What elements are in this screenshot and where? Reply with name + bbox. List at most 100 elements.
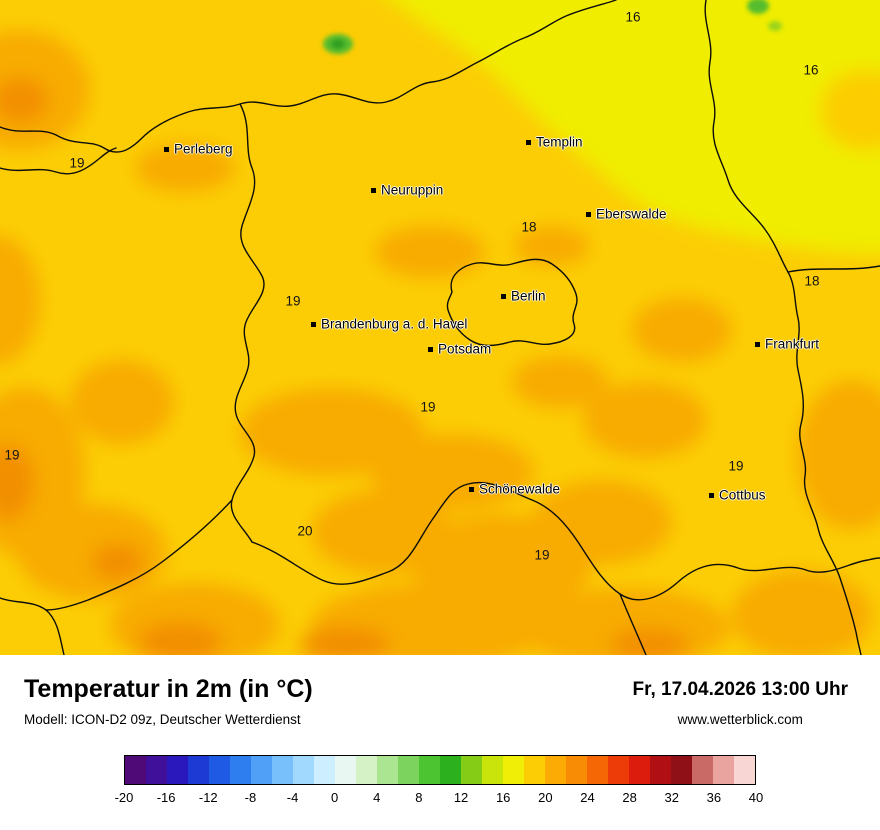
temp-value-label: 18 xyxy=(804,273,820,289)
city-dot xyxy=(708,492,714,498)
colorbar-segment xyxy=(146,756,167,784)
berlin-border-path xyxy=(446,258,578,347)
city-label: Schönewalde xyxy=(479,481,561,497)
south-border-path xyxy=(251,481,880,601)
colorbar-segment xyxy=(713,756,734,784)
colorbar-tick-label: 20 xyxy=(538,790,553,805)
colorbar-tick-label: -4 xyxy=(286,790,299,805)
info-right: Fr, 17.04.2026 13:00 Uhr www.wetterblick… xyxy=(633,675,848,727)
temp-value-label: 16 xyxy=(625,9,641,25)
temp-value-label: 19 xyxy=(69,155,85,171)
colorbar-tick-label: 16 xyxy=(495,790,511,805)
city-label: Templin xyxy=(536,134,583,150)
model-info: Modell: ICON-D2 09z, Deutscher Wetterdie… xyxy=(24,711,301,727)
city-label: Brandenburg a. d. Havel xyxy=(321,316,468,332)
colorbar-segment xyxy=(692,756,713,784)
temp-value-label: 19 xyxy=(534,547,550,563)
colorbar-segment xyxy=(587,756,608,784)
temp-value-label: 19 xyxy=(420,399,436,415)
colorbar-segment xyxy=(377,756,398,784)
colorbar-segment xyxy=(167,756,188,784)
colorbar-segment xyxy=(251,756,272,784)
colorbar-segment xyxy=(335,756,356,784)
city-label: Eberswalde xyxy=(596,206,667,222)
temp-value-label: 18 xyxy=(521,219,537,235)
city-label: Potsdam xyxy=(438,341,492,357)
west-wedge-path xyxy=(0,147,117,175)
temp-value-label: 19 xyxy=(728,458,744,474)
east-border-path xyxy=(704,0,862,655)
colorbar-segment xyxy=(482,756,503,784)
southwest-diagonal-path xyxy=(45,499,233,611)
city-dot xyxy=(754,341,760,347)
temp-value-label: 20 xyxy=(297,523,313,539)
colorbar-segment xyxy=(272,756,293,784)
border-lines xyxy=(0,0,880,655)
colorbar-tick-label: -12 xyxy=(198,790,218,805)
colorbar-segment xyxy=(734,756,755,784)
city-dot xyxy=(427,346,433,352)
colorbar-segment xyxy=(461,756,482,784)
colorbar-tick-label: -16 xyxy=(156,790,176,805)
website-url: www.wetterblick.com xyxy=(677,712,803,727)
map-title: Temperatur in 2m (in °C) xyxy=(24,675,313,703)
city-dot xyxy=(500,293,506,299)
map-overlay: Perleberg Templin Neuruppin Eberswalde Berli… xyxy=(4,9,820,563)
colorbar-tick-label: 0 xyxy=(331,790,339,805)
colorbar-segment xyxy=(524,756,545,784)
colorbar-segment xyxy=(230,756,251,784)
city-dot xyxy=(468,486,474,492)
colorbar-ticks: -20 -16 -12 -8 -4 0 4 8 12 16 20 24 28 32 36 40 xyxy=(115,790,764,810)
colorbar-strip xyxy=(124,755,756,785)
colorbar-tick-label: 28 xyxy=(622,790,637,805)
info-left: Temperatur in 2m (in °C) Modell: ICON-D2… xyxy=(24,675,313,727)
city-label: Berlin xyxy=(511,288,546,304)
colorbar-tick-label: 4 xyxy=(373,790,381,805)
colorbar-tick-label: 32 xyxy=(664,790,679,805)
colorbar-tick-label: 24 xyxy=(580,790,595,805)
south-fork-path xyxy=(619,593,647,655)
city-dot xyxy=(585,211,591,217)
map-canvas: Perleberg Templin Neuruppin Eberswalde Berli… xyxy=(0,0,880,655)
west-border-path xyxy=(230,103,265,543)
colorbar-tick-label: 12 xyxy=(453,790,469,805)
forecast-datetime: Fr, 17.04.2026 13:00 Uhr xyxy=(632,679,848,700)
colorbar-tick-label: 40 xyxy=(748,790,764,805)
city-dot xyxy=(370,187,376,193)
city-label: Cottbus xyxy=(719,487,766,503)
colorbar-tick-label: 8 xyxy=(415,790,423,805)
city-label: Neuruppin xyxy=(381,182,444,198)
info-bar: Temperatur in 2m (in °C) Modell: ICON-D2… xyxy=(0,655,880,727)
colorbar-segment xyxy=(650,756,671,784)
city-label: Frankfurt xyxy=(765,336,820,352)
colorbar-segment xyxy=(398,756,419,784)
bottom-left-path xyxy=(0,597,65,655)
colorbar-segment xyxy=(314,756,335,784)
colorbar-segment xyxy=(608,756,629,784)
colorbar-segment xyxy=(671,756,692,784)
city-dot xyxy=(163,146,169,152)
colorbar-segment xyxy=(503,756,524,784)
temp-value-label: 19 xyxy=(285,293,301,309)
colorbar-segment xyxy=(440,756,461,784)
temperature-colorbar: -20 -16 -12 -8 -4 0 4 8 12 16 20 24 28 32 36 40 xyxy=(115,755,764,810)
colorbar-tick-label: -20 xyxy=(114,790,134,805)
city-dot xyxy=(310,321,316,327)
cool-spots xyxy=(323,0,782,54)
colorbar-tick-label: 36 xyxy=(706,790,722,805)
colorbar-segment xyxy=(209,756,230,784)
colorbar-segment xyxy=(293,756,314,784)
temp-value-label: 19 xyxy=(4,447,20,463)
colorbar-segment xyxy=(545,756,566,784)
map-svg xyxy=(0,0,880,655)
colorbar-tick-label: -8 xyxy=(244,790,257,805)
city-label: Perleberg xyxy=(174,141,233,157)
colorbar-segment xyxy=(419,756,440,784)
north-border-path xyxy=(0,0,617,153)
colorbar-segment xyxy=(629,756,650,784)
colorbar-segment xyxy=(566,756,587,784)
temperature-patches xyxy=(0,0,880,655)
east-branch-path xyxy=(787,265,880,273)
colorbar-segment xyxy=(188,756,209,784)
